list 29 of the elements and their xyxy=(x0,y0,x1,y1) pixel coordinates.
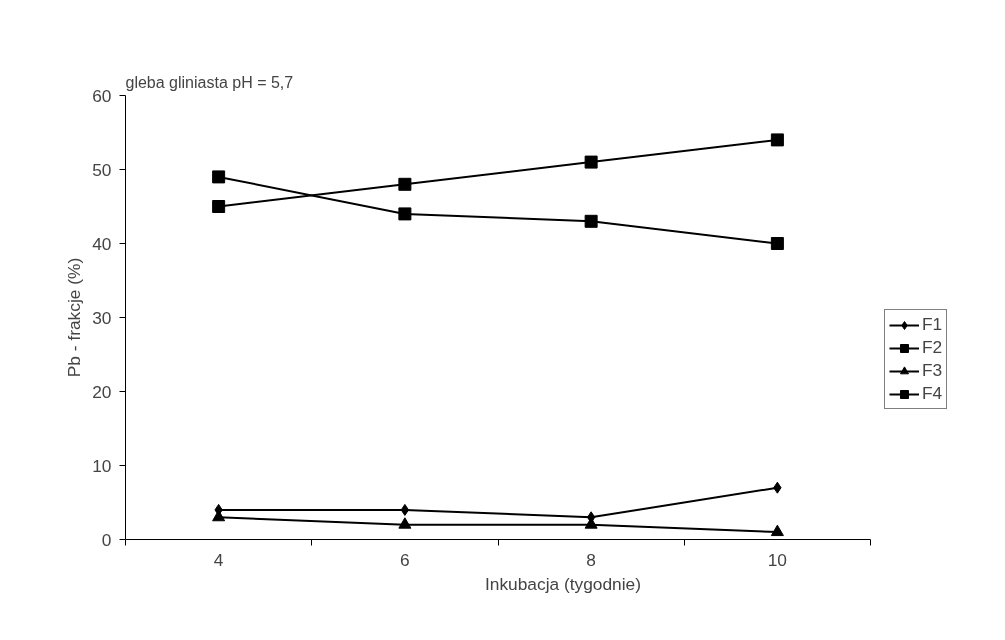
legend-label: F1 xyxy=(922,314,943,335)
y-tick-label: 10 xyxy=(92,455,112,476)
point xyxy=(398,517,412,529)
x-tick-label: 8 xyxy=(586,549,596,570)
point xyxy=(770,524,784,537)
point xyxy=(398,177,412,191)
x-tick-label: 6 xyxy=(400,549,410,570)
point xyxy=(584,155,598,169)
x-tick-label: 10 xyxy=(767,549,788,570)
y-tick-label: 40 xyxy=(92,233,112,254)
y-tick-label: 50 xyxy=(92,159,112,180)
y-tick-label: 20 xyxy=(92,381,112,402)
y-tick-label: 0 xyxy=(101,529,112,550)
point xyxy=(212,170,226,184)
legend-label: F2 xyxy=(922,337,943,358)
legend-label: F3 xyxy=(922,360,943,381)
point xyxy=(212,200,226,213)
y-tick-label: 60 xyxy=(92,85,112,106)
point xyxy=(770,133,784,147)
point xyxy=(584,214,598,228)
point xyxy=(400,503,410,516)
point xyxy=(398,207,412,221)
y-tick-label: 30 xyxy=(92,307,112,328)
legend-label: F4 xyxy=(922,383,943,404)
x-axis-title: Inkubacja (tygodnie) xyxy=(484,573,642,594)
chart-title: gleba gliniasta pH = 5,7 xyxy=(125,73,294,91)
y-axis-title: Pb - frakcje (%) xyxy=(64,257,85,378)
point xyxy=(770,237,784,250)
x-tick-label: 4 xyxy=(213,549,224,570)
